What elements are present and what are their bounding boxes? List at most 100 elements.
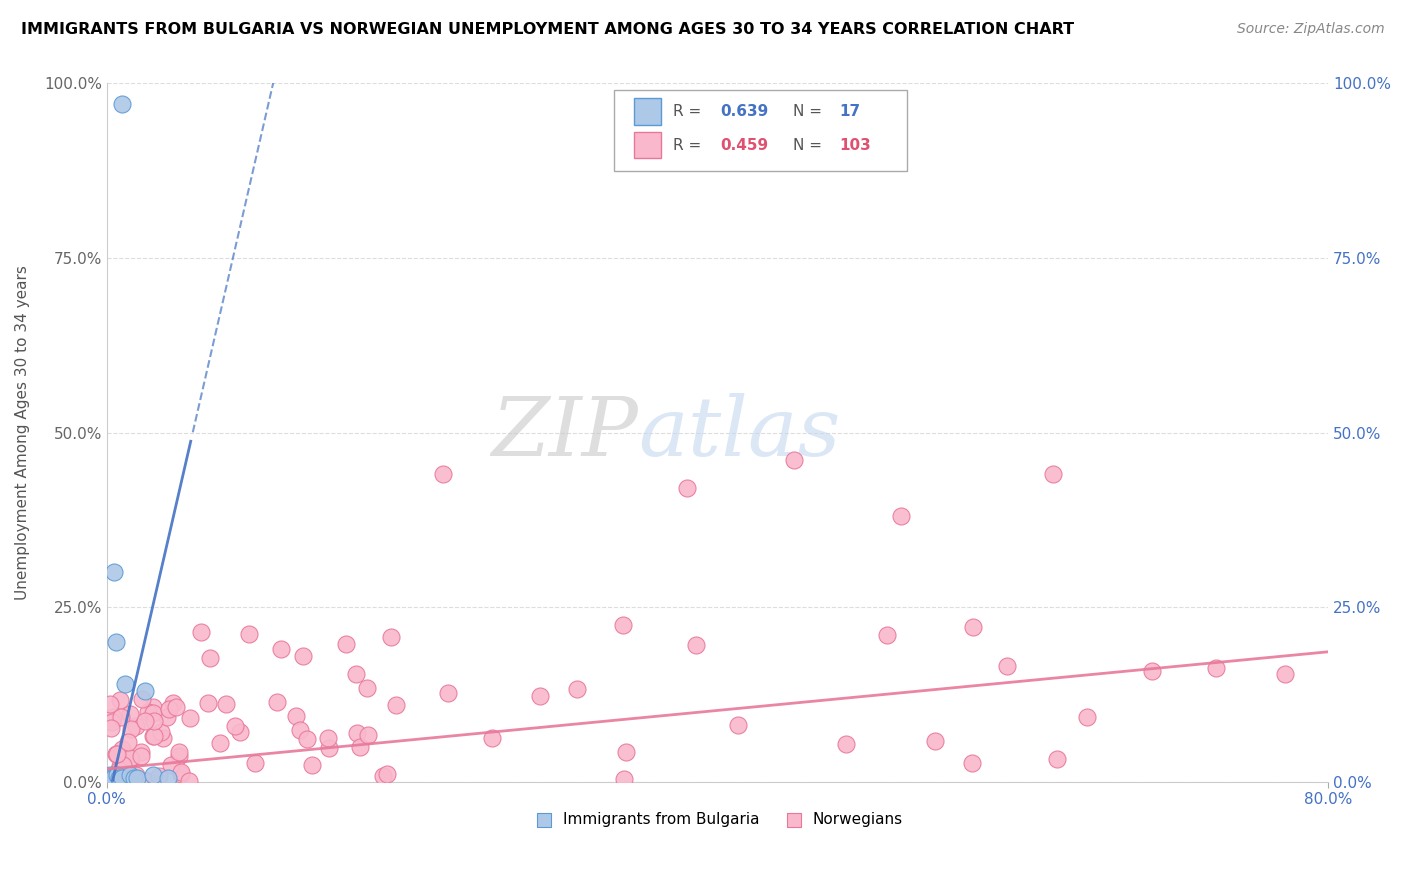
Point (481, 731, 503, 746)
Point (127, 771, 149, 785)
Point (238, 627, 260, 641)
Point (107, 747, 129, 762)
Text: R =: R = (673, 104, 707, 119)
Point (120, 752, 142, 766)
Point (156, 771, 179, 785)
Point (98, 767, 121, 781)
Point (142, 699, 165, 714)
Text: 103: 103 (839, 137, 872, 153)
Point (318, 740, 340, 755)
Point (112, 758, 135, 772)
Point (169, 764, 191, 779)
Point (112, 771, 135, 785)
Point (110, 710, 132, 724)
Point (356, 681, 378, 695)
Point (208, 736, 231, 750)
Point (142, 714, 165, 728)
Point (100, 771, 122, 785)
Point (962, 620, 984, 634)
Point (104, 747, 127, 761)
Point (120, 751, 142, 765)
Point (170, 767, 193, 781)
Point (616, 746, 638, 760)
Point (143, 729, 166, 743)
Point (377, 766, 399, 780)
Point (111, 771, 134, 785)
Point (288, 723, 311, 737)
Point (142, 767, 165, 781)
Point (150, 724, 173, 739)
Point (190, 625, 212, 640)
Point (676, 482, 699, 496)
Point (301, 757, 323, 772)
Text: N =: N = (793, 137, 827, 153)
Point (346, 726, 368, 740)
Point (111, 747, 134, 762)
FancyBboxPatch shape (613, 90, 907, 170)
Point (100, 721, 122, 735)
Point (177, 773, 200, 788)
Point (995, 658, 1018, 673)
Y-axis label: Unemployment Among Ages 30 to 34 years: Unemployment Among Ages 30 to 34 years (15, 265, 30, 600)
Text: 0.459: 0.459 (720, 137, 768, 153)
Point (1046, 751, 1069, 765)
Point (129, 748, 152, 763)
Point (114, 677, 136, 691)
Text: R =: R = (673, 137, 707, 153)
Point (104, 635, 127, 649)
Text: N =: N = (793, 104, 827, 119)
Text: atlas: atlas (638, 392, 841, 473)
Point (101, 771, 124, 785)
Text: IMMIGRANTS FROM BULGARIA VS NORWEGIAN UNEMPLOYMENT AMONG AGES 30 TO 34 YEARS COR: IMMIGRANTS FROM BULGARIA VS NORWEGIAN UN… (21, 22, 1074, 37)
Point (335, 637, 357, 651)
Text: Source: ZipAtlas.com: Source: ZipAtlas.com (1237, 22, 1385, 37)
Point (169, 748, 191, 763)
Point (111, 97, 134, 112)
Point (97, 771, 120, 785)
Point (924, 734, 946, 748)
Point (567, 681, 589, 696)
Point (108, 693, 131, 707)
Point (1042, 467, 1064, 482)
Point (1076, 710, 1098, 724)
Point (285, 709, 308, 723)
Point (148, 769, 170, 783)
Point (613, 772, 636, 786)
Point (98, 698, 121, 712)
Point (380, 630, 402, 644)
Text: 0.639: 0.639 (720, 104, 768, 119)
Point (179, 710, 201, 724)
Point (243, 756, 266, 771)
Bar (634, 98, 661, 125)
Point (1274, 666, 1296, 681)
Point (142, 729, 165, 743)
Point (136, 705, 159, 719)
Point (120, 707, 142, 722)
Point (135, 774, 157, 789)
Point (200, 650, 222, 665)
Point (229, 725, 252, 739)
Point (159, 758, 181, 772)
Point (197, 696, 219, 710)
Point (165, 700, 187, 714)
Point (371, 769, 394, 783)
Point (357, 728, 380, 742)
Bar (634, 132, 661, 159)
Point (385, 698, 408, 713)
Point (344, 666, 367, 681)
Point (960, 756, 983, 770)
Point (685, 638, 707, 652)
Point (100, 715, 122, 730)
Point (437, 686, 460, 700)
Text: 17: 17 (839, 104, 860, 119)
Point (118, 767, 141, 781)
Point (157, 702, 180, 716)
Point (1140, 664, 1163, 678)
Point (142, 706, 165, 721)
Point (117, 735, 139, 749)
Legend: Immigrants from Bulgaria, Norwegians: Immigrants from Bulgaria, Norwegians (526, 806, 908, 833)
Point (122, 771, 145, 785)
Point (134, 684, 156, 698)
Point (349, 739, 371, 754)
Point (1205, 661, 1227, 675)
